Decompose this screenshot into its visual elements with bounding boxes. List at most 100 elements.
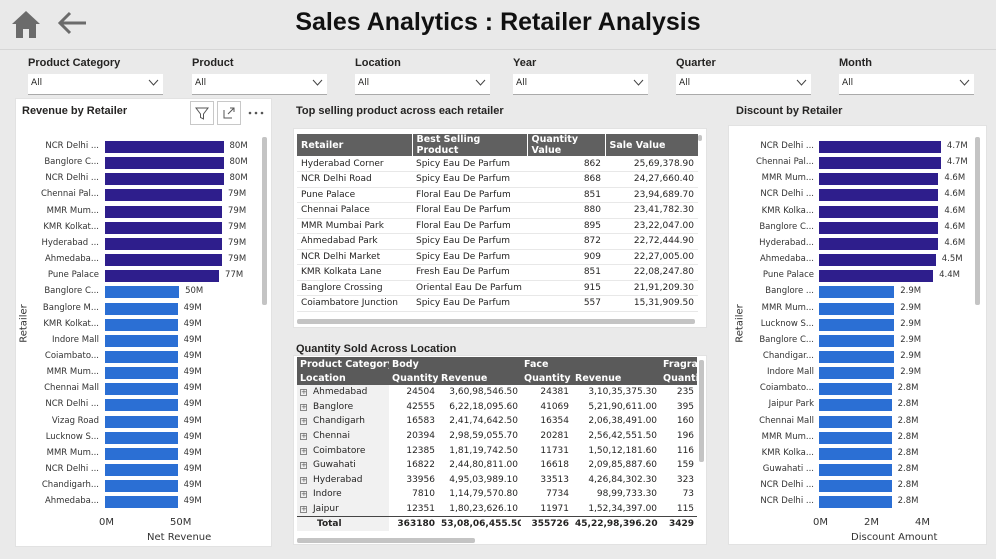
- column-header-quantity-value[interactable]: Quantity Value: [527, 134, 606, 156]
- filter-dropdown[interactable]: All: [355, 74, 490, 95]
- matrix-subheader[interactable]: Revenue: [438, 371, 522, 385]
- matrix-group-body[interactable]: Body: [389, 357, 522, 371]
- top-selling-vscroll[interactable]: [698, 135, 702, 141]
- matrix-vscroll[interactable]: [699, 360, 704, 462]
- bar[interactable]: [105, 157, 224, 170]
- filter-dropdown[interactable]: All: [513, 74, 648, 95]
- bar[interactable]: [819, 189, 939, 202]
- matrix-row[interactable]: + Guwahati 16822 2,44,80,811.00 16618 2,09,85…: [297, 457, 697, 473]
- bar[interactable]: [819, 302, 895, 315]
- bar[interactable]: [105, 189, 223, 202]
- expand-icon[interactable]: +: [300, 504, 307, 513]
- bar[interactable]: [105, 205, 223, 218]
- table-row[interactable]: NCR Delhi Road Spicy Eau De Parfum 868 24,2…: [297, 171, 698, 188]
- matrix-subheader[interactable]: Quantity: [389, 371, 438, 385]
- matrix-location-header[interactable]: Location: [297, 371, 389, 385]
- matrix-group-fragrance[interactable]: Fragra: [660, 357, 698, 371]
- column-header-best-selling-product[interactable]: Best Selling Product: [412, 134, 528, 156]
- bar[interactable]: [819, 318, 895, 331]
- bar[interactable]: [105, 350, 178, 363]
- expand-icon[interactable]: +: [300, 475, 307, 484]
- table-row[interactable]: Chennai Palace Floral Eau De Parfum 880 23,…: [297, 202, 698, 219]
- table-row[interactable]: KMR Kolkata Lane Fresh Eau De Parfum 851 22…: [297, 264, 698, 281]
- matrix-subheader[interactable]: Revenue: [572, 371, 661, 385]
- bar[interactable]: [819, 334, 895, 347]
- filter-dropdown[interactable]: All: [676, 74, 811, 95]
- table-row[interactable]: Ahmedabad Park Spicy Eau De Parfum 872 22,7…: [297, 233, 698, 250]
- bar[interactable]: [819, 399, 892, 412]
- bar[interactable]: [105, 431, 178, 444]
- bar[interactable]: [819, 237, 939, 250]
- bar[interactable]: [105, 237, 223, 250]
- bar[interactable]: [819, 447, 892, 460]
- matrix-category-header[interactable]: Product Category: [297, 357, 389, 371]
- matrix-subheader[interactable]: Quantity: [521, 371, 573, 385]
- column-header-retailer[interactable]: Retailer: [297, 134, 413, 156]
- bar[interactable]: [819, 431, 892, 444]
- matrix-group-face[interactable]: Face: [521, 357, 661, 371]
- matrix-row[interactable]: + Banglore 42555 6,22,18,095.60 41069 5,21,90…: [297, 399, 697, 415]
- matrix-row[interactable]: + Indore 7810 1,14,79,570.80 7734 98,99,733.3…: [297, 487, 697, 502]
- matrix-row[interactable]: + Coimbatore 12385 1,81,19,742.50 11731 1,50,…: [297, 443, 697, 458]
- bar[interactable]: [105, 270, 220, 283]
- bar[interactable]: [105, 464, 178, 476]
- filter-icon[interactable]: [190, 101, 214, 125]
- matrix-row[interactable]: + Chandigarh 16583 2,41,74,642.50 16354 2,06,…: [297, 414, 697, 429]
- bar[interactable]: [105, 496, 178, 509]
- bar[interactable]: [105, 415, 178, 428]
- bar[interactable]: [819, 464, 892, 476]
- bar[interactable]: [819, 157, 941, 170]
- bar[interactable]: [819, 173, 939, 186]
- bar[interactable]: [819, 205, 939, 218]
- expand-icon[interactable]: +: [300, 446, 307, 455]
- bar[interactable]: [105, 447, 178, 460]
- table-row[interactable]: Hyderabad Corner Spicy Eau De Parfum 862 25…: [297, 156, 698, 172]
- bar[interactable]: [105, 254, 223, 267]
- bar[interactable]: [819, 383, 892, 396]
- matrix-subheader[interactable]: Quanti: [660, 371, 698, 385]
- bar[interactable]: [819, 415, 892, 428]
- bar[interactable]: [819, 480, 892, 493]
- filter-dropdown[interactable]: All: [839, 74, 974, 95]
- back-arrow-icon[interactable]: [56, 8, 90, 38]
- bar[interactable]: [105, 334, 178, 347]
- bar[interactable]: [819, 141, 941, 153]
- bar[interactable]: [105, 318, 178, 331]
- filter-dropdown[interactable]: All: [28, 74, 163, 95]
- matrix-row[interactable]: + Ahmedabad 24504 3,60,98,546.50 24381 3,10,3…: [297, 385, 697, 400]
- bar[interactable]: [819, 496, 892, 509]
- table-row[interactable]: Banglore Crossing Oriental Eau De Parfum 9…: [297, 280, 698, 296]
- bar[interactable]: [105, 480, 178, 493]
- matrix-row[interactable]: + Chennai 20394 2,98,59,055.70 20281 2,56,42,…: [297, 428, 697, 444]
- bar[interactable]: [819, 367, 895, 380]
- bar[interactable]: [105, 173, 224, 186]
- filter-dropdown[interactable]: All: [192, 74, 327, 95]
- expand-icon[interactable]: +: [300, 417, 307, 426]
- expand-icon[interactable]: +: [300, 402, 307, 411]
- bar[interactable]: [105, 141, 224, 153]
- column-header-sale-value[interactable]: Sale Value: [605, 134, 699, 156]
- bar[interactable]: [105, 383, 178, 396]
- matrix-row[interactable]: + Hyderabad 33956 4,95,03,989.10 33513 4,26,8…: [297, 472, 697, 488]
- bar[interactable]: [819, 286, 895, 299]
- table-row[interactable]: NCR Delhi Market Spicy Eau De Parfum 909 22…: [297, 249, 698, 265]
- bar[interactable]: [819, 221, 939, 234]
- table-row[interactable]: Coiambatore Junction Spicy Eau De Parfum 5…: [297, 295, 698, 312]
- bar[interactable]: [819, 350, 895, 363]
- expand-icon[interactable]: +: [300, 461, 307, 470]
- focus-mode-icon[interactable]: [217, 101, 241, 125]
- bar[interactable]: [105, 367, 178, 380]
- expand-icon[interactable]: +: [300, 388, 307, 397]
- home-icon[interactable]: [9, 7, 43, 41]
- bar[interactable]: [105, 221, 223, 234]
- table-row[interactable]: Pune Palace Floral Eau De Parfum 851 23,94,…: [297, 187, 698, 203]
- expand-icon[interactable]: +: [300, 490, 307, 499]
- matrix-hscroll[interactable]: [297, 538, 475, 543]
- bar[interactable]: [819, 254, 936, 267]
- bar[interactable]: [105, 302, 178, 315]
- bar[interactable]: [105, 286, 180, 299]
- bar[interactable]: [819, 270, 934, 283]
- top-selling-scrollbar[interactable]: [297, 319, 695, 324]
- discount-scrollbar[interactable]: [975, 137, 980, 305]
- table-row[interactable]: MMR Mumbai Park Floral Eau De Parfum 895 23…: [297, 218, 698, 234]
